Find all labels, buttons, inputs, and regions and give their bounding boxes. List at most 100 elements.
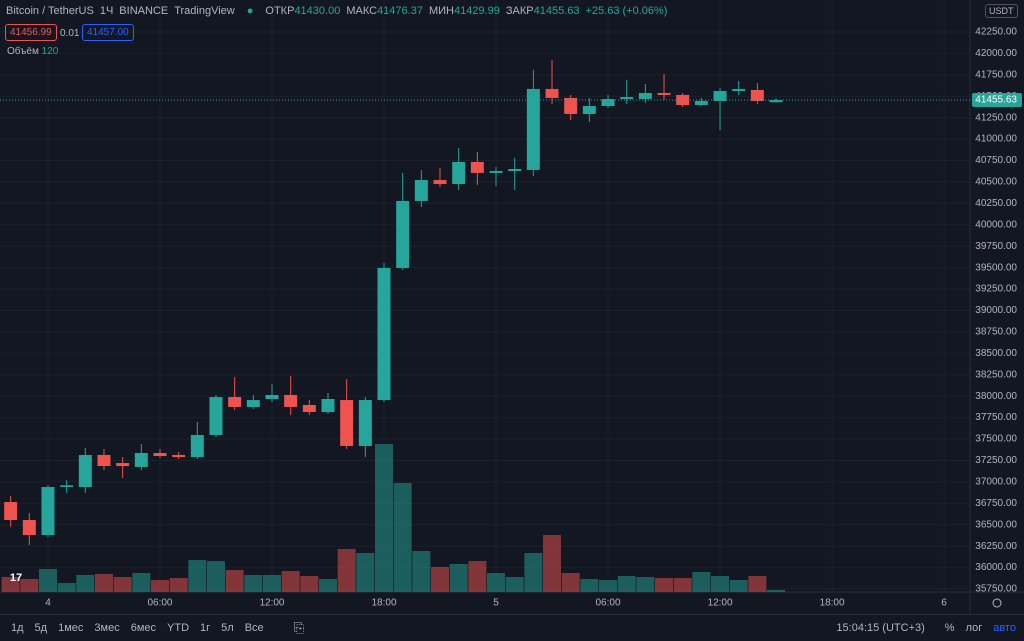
volume-bar [711, 576, 730, 592]
volume-bar [524, 553, 543, 592]
ask[interactable]: 41457.00 [82, 24, 134, 41]
range-button[interactable]: 3мес [94, 622, 120, 634]
y-tick-label: 38250.00 [975, 369, 1017, 380]
candle-body [452, 161, 466, 184]
currency-button[interactable]: USDT [985, 4, 1018, 18]
range-buttons: 1д 5д 1мес 3мес 6мес YTD 1г 5л Все [0, 622, 264, 634]
interval: 1Ч [99, 5, 114, 17]
volume-bar [132, 573, 151, 592]
volume-bar [356, 553, 375, 592]
low-label: МИН [428, 5, 454, 17]
x-tick-label: 5 [493, 598, 499, 609]
candle-body [78, 454, 92, 488]
y-tick-label: 36500.00 [975, 519, 1017, 530]
volume-bar [729, 580, 748, 592]
candle-body [694, 100, 708, 105]
volume-bar [188, 560, 207, 592]
range-button[interactable]: 5д [34, 622, 48, 634]
volume-bar [113, 577, 132, 592]
high: 41476.37 [377, 5, 423, 17]
candle-body [657, 92, 671, 95]
tradingview-logo: 17 [10, 572, 22, 584]
y-tick-label: 42250.00 [975, 27, 1017, 38]
volume-bar [505, 577, 524, 592]
y-tick-label: 38000.00 [975, 391, 1017, 402]
source: TradingView [174, 5, 235, 17]
volume-bar [1, 577, 20, 592]
volume-value: 120 [41, 46, 59, 57]
y-tick-label: 38750.00 [975, 327, 1017, 338]
volume-bar [431, 567, 450, 592]
y-tick-label: 37500.00 [975, 434, 1017, 445]
candle-body [508, 168, 522, 171]
last-price-label: 41455.63 [975, 95, 1017, 106]
x-tick-label: 18:00 [371, 598, 396, 609]
volume-bar [412, 551, 431, 592]
candle-body [377, 267, 391, 401]
volume-bar [38, 569, 57, 592]
volume-bar [393, 483, 412, 592]
candle-body [60, 485, 74, 488]
volume-bar [580, 579, 599, 592]
candle-body [153, 452, 167, 456]
range-button[interactable]: Все [244, 622, 264, 634]
y-tick-label: 39500.00 [975, 262, 1017, 273]
clock: 15:04:15 (UTC+3) [836, 622, 925, 634]
volume-bar [206, 561, 225, 592]
auto-button[interactable]: авто [993, 622, 1016, 634]
range-button[interactable]: 1мес [58, 622, 84, 634]
candle-body [676, 94, 690, 105]
x-tick-label: 4 [45, 598, 51, 609]
compare-icon[interactable]: ⎘ [293, 620, 305, 635]
settings-icon[interactable] [992, 598, 1002, 608]
candle-body [601, 98, 615, 107]
volume-bar [337, 549, 356, 592]
candle-body [769, 100, 783, 103]
candle-body [190, 435, 204, 458]
y-tick-label: 42000.00 [975, 48, 1017, 59]
log-button[interactable]: лог [965, 622, 983, 634]
low: 41429.99 [453, 5, 500, 17]
candle-body [265, 394, 279, 400]
candle-body [489, 170, 503, 173]
candle-body [340, 400, 354, 446]
volume-bar [561, 573, 580, 592]
open-label: ОТКР [265, 5, 295, 17]
range-button[interactable]: 1д [11, 622, 24, 634]
y-tick-label: 40750.00 [975, 155, 1017, 166]
range-button[interactable]: YTD [167, 622, 190, 634]
candle-body [433, 179, 447, 184]
close: 41455.63 [533, 5, 580, 17]
y-tick-label: 40500.00 [975, 177, 1017, 188]
candle-body [564, 97, 578, 114]
volume-bar [150, 580, 169, 592]
candle-body [582, 106, 596, 114]
y-tick-label: 39250.00 [975, 284, 1017, 295]
x-tick-label: 12:00 [708, 598, 733, 609]
candle-body [302, 405, 316, 413]
candle-body [396, 200, 410, 268]
volume-bar [617, 576, 636, 592]
bid[interactable]: 41456.99 [5, 24, 57, 41]
candle-body [209, 397, 223, 436]
candle-body [22, 520, 36, 536]
range-button[interactable]: 1г [200, 622, 211, 634]
candle-body [97, 454, 111, 467]
candle-body [172, 454, 186, 458]
x-tick-label: 12:00 [259, 598, 284, 609]
y-tick-label: 41000.00 [975, 134, 1017, 145]
percent-button[interactable]: % [944, 622, 955, 634]
volume-bar [76, 575, 95, 592]
exchange: BINANCE [119, 5, 169, 17]
volume-bar [673, 578, 692, 592]
y-tick-label: 36250.00 [975, 541, 1017, 552]
candle-body [414, 179, 428, 201]
candle-body [41, 487, 55, 536]
candle-body [246, 400, 260, 407]
range-button[interactable]: 6мес [130, 622, 157, 634]
volume-bar [281, 571, 300, 592]
range-button[interactable]: 5л [221, 622, 234, 634]
x-tick-label: 06:00 [147, 598, 172, 609]
y-tick-label: 36750.00 [975, 498, 1017, 509]
y-tick-label: 40000.00 [975, 219, 1017, 230]
